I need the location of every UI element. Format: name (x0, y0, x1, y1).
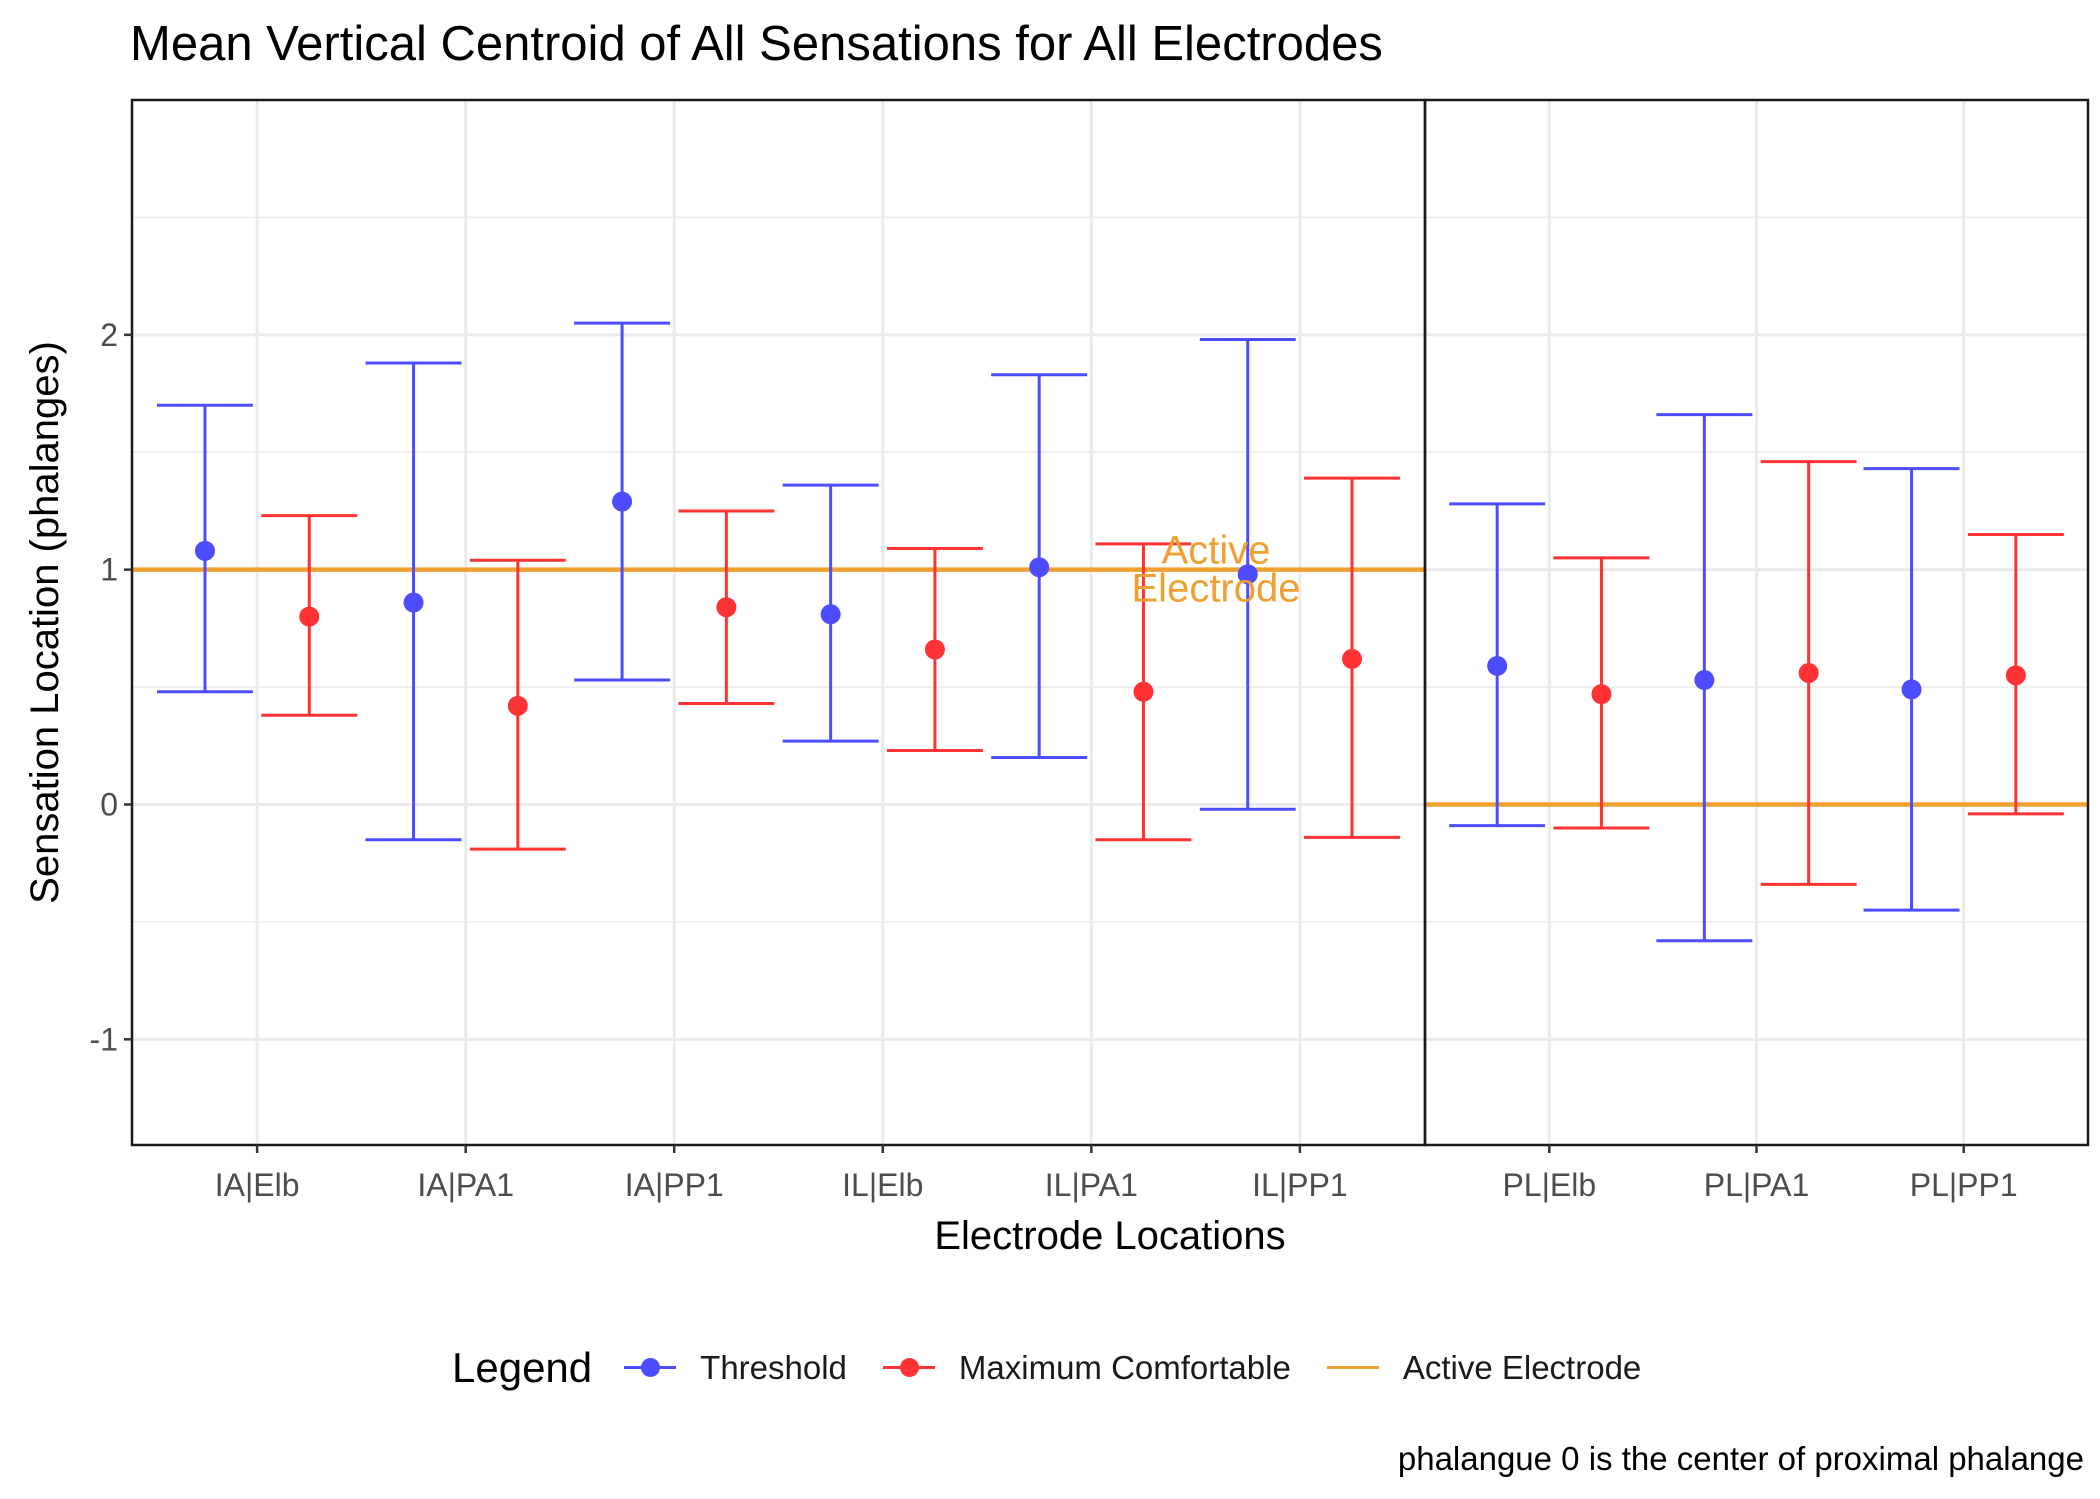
mean-point (1798, 662, 1819, 683)
active-electrode-key-icon (1325, 1348, 1381, 1388)
mean-point (299, 606, 320, 627)
active-electrode-lines (132, 567, 2088, 807)
chart-caption: phalangue 0 is the center of proximal ph… (1397, 1440, 2084, 1477)
threshold-key-dot (641, 1358, 661, 1377)
x-tick-label: IL|PA1 (1045, 1167, 1138, 1203)
y-tick-label: 1 (100, 552, 118, 588)
mean-point (1237, 564, 1258, 585)
maximum-comfortable-key-dot (899, 1358, 919, 1377)
mean-point (1029, 557, 1050, 578)
mean-point (1342, 648, 1363, 669)
grid-layer (132, 100, 2088, 1145)
y-axis-title: Sensation Location (phalanges) (23, 341, 67, 904)
mean-point (924, 639, 945, 660)
y-tick-label: 0 (100, 786, 118, 822)
series-threshold (157, 321, 1960, 943)
errorbar-maximum-comfortable-il-elb (886, 547, 983, 752)
active-electrode-annotation: Active Electrode (1132, 529, 1301, 611)
legend-label-threshold: Threshold (700, 1349, 847, 1386)
mean-point (2005, 665, 2026, 686)
legend-item-active-electrode: Active Electrode (1325, 1348, 1641, 1388)
errorbar-threshold-il-pp1 (1199, 338, 1296, 811)
errorbar-threshold-pl-pa1 (1656, 413, 1753, 943)
errorbar-maximum-comfortable-pl-pp1 (1967, 532, 2064, 816)
legend-title: Legend (452, 1344, 593, 1391)
errorbar-maximum-comfortable-ia-pa1 (469, 558, 566, 851)
y-tick-label: -1 (90, 1021, 118, 1057)
label-layer: Active Electrode -1 0 1 2 IA|Elb IA|PA1 IA|PP1 IL… (23, 317, 2018, 1258)
errorbar-threshold-pl-elb (1449, 502, 1546, 828)
maximum-comfortable-key-icon (881, 1348, 937, 1388)
legend-item-threshold: Threshold (622, 1348, 847, 1388)
x-tick-label: PL|PA1 (1704, 1167, 1810, 1203)
errorbar-threshold-pl-pp1 (1863, 467, 1960, 912)
x-tick-label: IL|Elb (842, 1167, 923, 1203)
mean-point (1694, 670, 1715, 691)
errorbar-threshold-il-elb (782, 483, 879, 743)
mean-point (820, 604, 841, 625)
mean-point (1591, 684, 1612, 705)
series-maximum-comfortable (261, 460, 2064, 886)
legend-label-maximum-comfortable: Maximum Comfortable (958, 1349, 1291, 1386)
mean-point (194, 540, 215, 561)
chart-title: Mean Vertical Centroid of All Sensations… (130, 17, 1383, 71)
mean-point (507, 695, 528, 716)
x-tick-label: PL|Elb (1502, 1167, 1596, 1203)
errorbar-threshold-ia-elb (157, 403, 253, 694)
series-layer (157, 321, 2064, 943)
errorbar-maximum-comfortable-pl-elb (1553, 556, 1650, 830)
legend-label-active-electrode: Active Electrode (1402, 1349, 1642, 1386)
mean-point (612, 491, 633, 512)
mean-point (1901, 679, 1922, 700)
x-axis-title: Electrode Locations (934, 1214, 1285, 1258)
errorbar-threshold-ia-pa1 (365, 361, 462, 842)
mean-point (403, 592, 424, 613)
x-tick-label: IL|PP1 (1252, 1167, 1347, 1203)
y-tick-label: 2 (100, 317, 118, 353)
x-tick-label: IA|PA1 (417, 1167, 514, 1203)
errorbar-maximum-comfortable-ia-elb (261, 514, 358, 717)
mean-point (1487, 655, 1508, 676)
errorbar-maximum-comfortable-il-pp1 (1304, 476, 1400, 839)
annotation-line: Electrode (1132, 567, 1301, 611)
mean-point (716, 597, 737, 618)
errorbar-maximum-comfortable-il-pa1 (1095, 542, 1192, 842)
axes-layer (124, 98, 2090, 1153)
panel-border (130, 98, 1427, 1147)
legend: Legend Threshold Maximum Comfortable Act… (452, 1338, 1675, 1398)
active-electrode-key-line (1326, 1366, 1379, 1369)
errorbar-maximum-comfortable-ia-pp1 (678, 509, 775, 706)
mean-point (1133, 681, 1154, 702)
x-tick-label: IA|Elb (215, 1167, 300, 1203)
errorbar-threshold-ia-pp1 (574, 321, 671, 682)
threshold-key-icon (622, 1348, 678, 1388)
errorbar-maximum-comfortable-pl-pa1 (1760, 460, 1857, 886)
annotation-line: Active (1162, 529, 1271, 573)
legend-item-maximum-comfortable: Maximum Comfortable (881, 1348, 1291, 1388)
x-tick-label: IA|PP1 (625, 1167, 724, 1203)
x-tick-label: PL|PP1 (1910, 1167, 2018, 1203)
errorbar-threshold-il-pa1 (991, 373, 1088, 760)
